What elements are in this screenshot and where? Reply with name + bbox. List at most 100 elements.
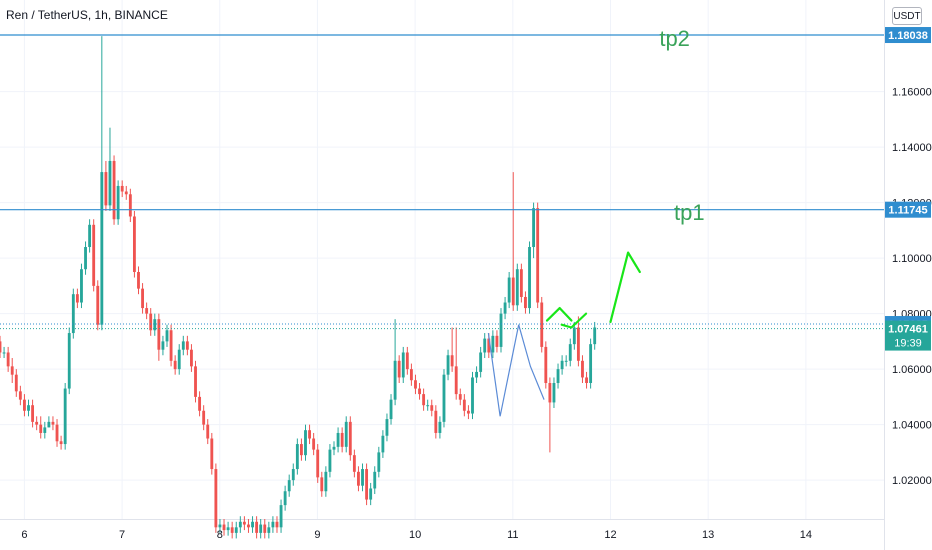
candle-body [299,444,303,456]
candle-body [100,172,104,325]
candle-body [124,191,128,195]
candle-body [202,410,206,425]
candle-body [120,185,124,192]
candle-body [149,313,153,331]
target-annotation-tp2: tp2 [659,26,690,51]
price-axis-label-bg [885,201,931,218]
candle-body [0,341,2,353]
y-tick-label: 1.04000 [892,420,932,432]
candle-body [59,441,63,445]
candle-body [475,371,478,378]
candle-body [185,341,189,350]
x-tick-label: 7 [119,529,125,541]
candle-body [214,469,218,528]
candle-body [336,432,340,447]
candle-body [332,446,336,450]
candle-body [312,438,316,450]
x-tick-label: 6 [21,529,27,541]
candle-body [377,452,381,472]
x-tick-label: 9 [314,529,320,541]
candle-body [222,524,226,531]
candle-body [519,269,523,297]
countdown-label: 19:39 [894,338,922,350]
candle-body [275,521,279,528]
candle-body [14,374,18,392]
candle-body [230,527,234,533]
candle-body [397,360,401,378]
candle-body [198,396,202,411]
candle-body [279,505,283,528]
candle-body [495,335,499,347]
candle-body [63,388,67,445]
candle-body [544,346,548,384]
candle-body [161,341,165,350]
candle-body [165,330,169,342]
candle-body [259,524,263,533]
candle-body [593,327,597,345]
candle-body [462,399,466,411]
candle-body [291,469,295,481]
candle-body [206,424,210,439]
candle-body [389,399,393,420]
candle-body [564,360,568,362]
candle-body [92,224,96,286]
candle-body [426,405,430,407]
candle-body [128,194,132,217]
candle-body [177,349,181,370]
candle-body [576,327,580,361]
candle-body [287,480,291,492]
candle-body [585,377,588,384]
candle-body [503,302,507,314]
candle-body [401,352,405,378]
candle-body [348,421,352,456]
y-tick-label: 1.14000 [892,142,932,154]
candle-body [560,360,564,370]
drawn-arrow[interactable] [560,312,588,329]
candle-body [479,352,483,372]
drawn-arrow[interactable] [545,306,573,322]
candle-body [361,469,364,486]
candle-body [548,383,552,403]
candle-body [528,247,531,309]
x-tick-label: 8 [217,529,223,541]
candle-body [226,527,230,531]
y-tick-label: 1.06000 [892,364,932,376]
candle-body [75,294,79,303]
candle-body [71,294,75,334]
candle-body [515,269,519,306]
candle-body [352,455,356,472]
candle-body [589,344,593,384]
candle-body [381,435,385,453]
candle-body [393,360,397,400]
candle-body [145,308,149,314]
candle-body [39,424,43,433]
currency-unit-badge[interactable]: USDT [892,7,922,25]
candle-body [524,296,527,309]
candle-body [344,421,348,447]
candle-body [532,208,536,248]
candle-body [414,380,417,389]
candle-body [80,269,83,303]
candle-body [405,352,409,370]
candle-body [88,224,92,248]
candle-body [55,424,59,442]
candle-body [304,430,307,456]
candle-body [466,410,470,414]
candle-body [263,524,267,533]
candle-body [210,438,214,470]
x-tick-label: 10 [409,529,421,541]
candle-body [324,471,328,492]
candle-body [438,421,442,433]
candle-body [369,488,373,500]
candle-body [471,377,474,414]
candle-body [540,302,544,347]
candle-body [446,355,450,375]
candle-body [194,366,197,397]
candle-body [18,391,22,400]
candle-body [320,477,324,492]
candle-body [51,421,55,425]
drawn-arrow[interactable] [609,251,641,324]
pattern-trend-line[interactable] [487,324,545,417]
